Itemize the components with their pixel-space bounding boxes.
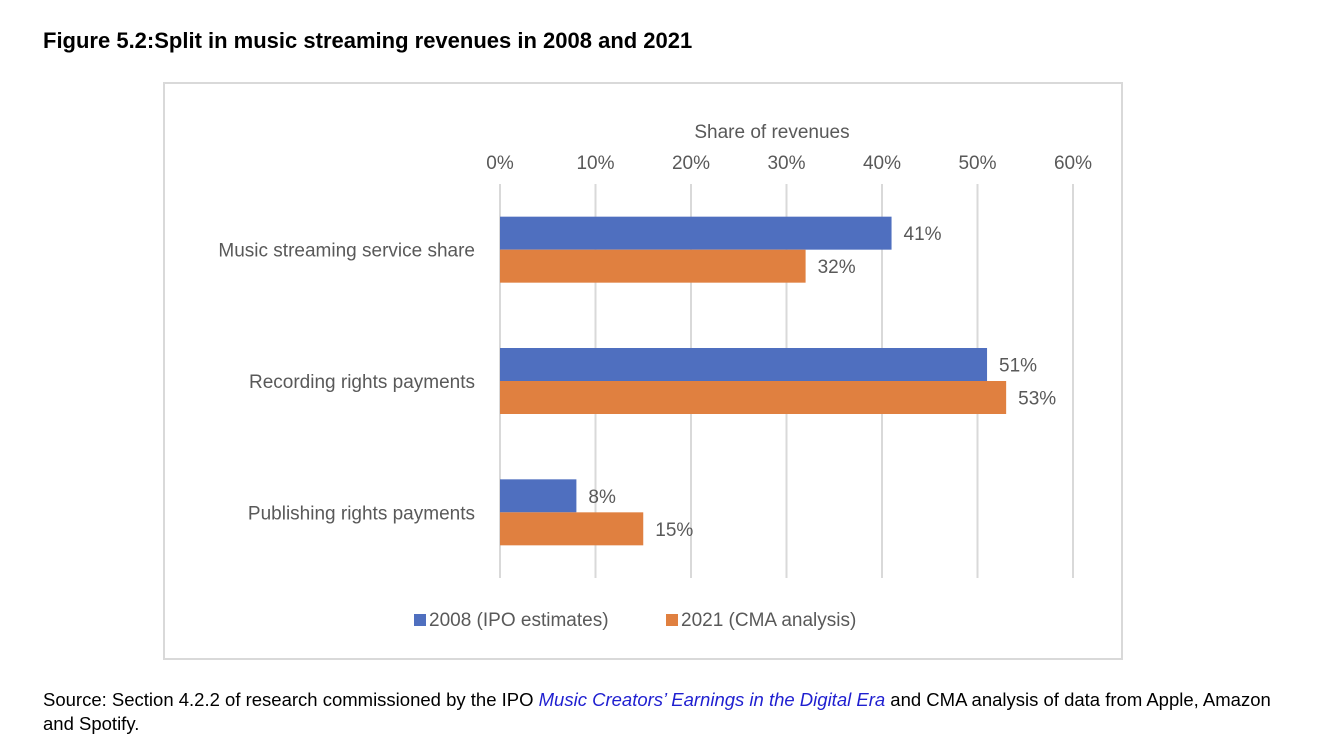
bars [500,216,1007,546]
data-label: 15% [655,520,693,541]
bar-chart: Share of revenues 0% 10% 20% 30% 40% 50% 60% M… [218,122,1092,631]
bar [500,249,806,283]
data-label: 32% [818,257,856,278]
source-suffix: and CMA analysis of data from Apple, Ama… [43,689,1271,734]
x-tick-label: 30% [767,153,805,174]
source-prefix: Source: Section 4.2.2 of research commis… [43,689,539,710]
category-label: Recording rights payments [249,372,475,393]
x-tick-label: 50% [958,153,996,174]
x-axis-title: Share of revenues [694,122,849,143]
category-label: Publishing rights payments [248,503,475,524]
data-label: 51% [999,356,1037,377]
bar [500,381,1007,414]
figure-title: Figure 5.2:Split in music streaming reve… [43,28,693,53]
x-tick-label: 0% [486,153,514,174]
legend-label: 2008 (IPO estimates) [429,610,609,631]
legend-swatch [414,614,426,626]
x-tick-labels: 0% 10% 20% 30% 40% 50% 60% [486,153,1092,174]
data-labels: 41% 32% 51% 53% 8% 15% [588,224,1056,541]
legend-label: 2021 (CMA analysis) [681,610,856,631]
legend: 2008 (IPO estimates) 2021 (CMA analysis) [414,610,856,631]
category-label: Music streaming service share [218,241,475,262]
category-labels: Music streaming service share Recording r… [218,241,475,525]
legend-swatch [666,614,678,626]
x-tick-label: 60% [1054,153,1092,174]
x-tick-label: 20% [672,153,710,174]
bar [500,348,988,381]
x-tick-label: 10% [576,153,614,174]
chart-frame: Share of revenues 0% 10% 20% 30% 40% 50% 60% M… [163,82,1123,660]
data-label: 8% [588,487,616,508]
data-label: 53% [1018,389,1056,410]
source-link[interactable]: Music Creators’ Earnings in the Digital … [538,689,886,710]
x-tick-label: 40% [863,153,901,174]
bar [500,479,577,513]
data-label: 41% [904,224,942,245]
bar [500,512,644,546]
bar [500,216,892,250]
source-note: Source: Section 4.2.2 of research commis… [43,688,1283,736]
